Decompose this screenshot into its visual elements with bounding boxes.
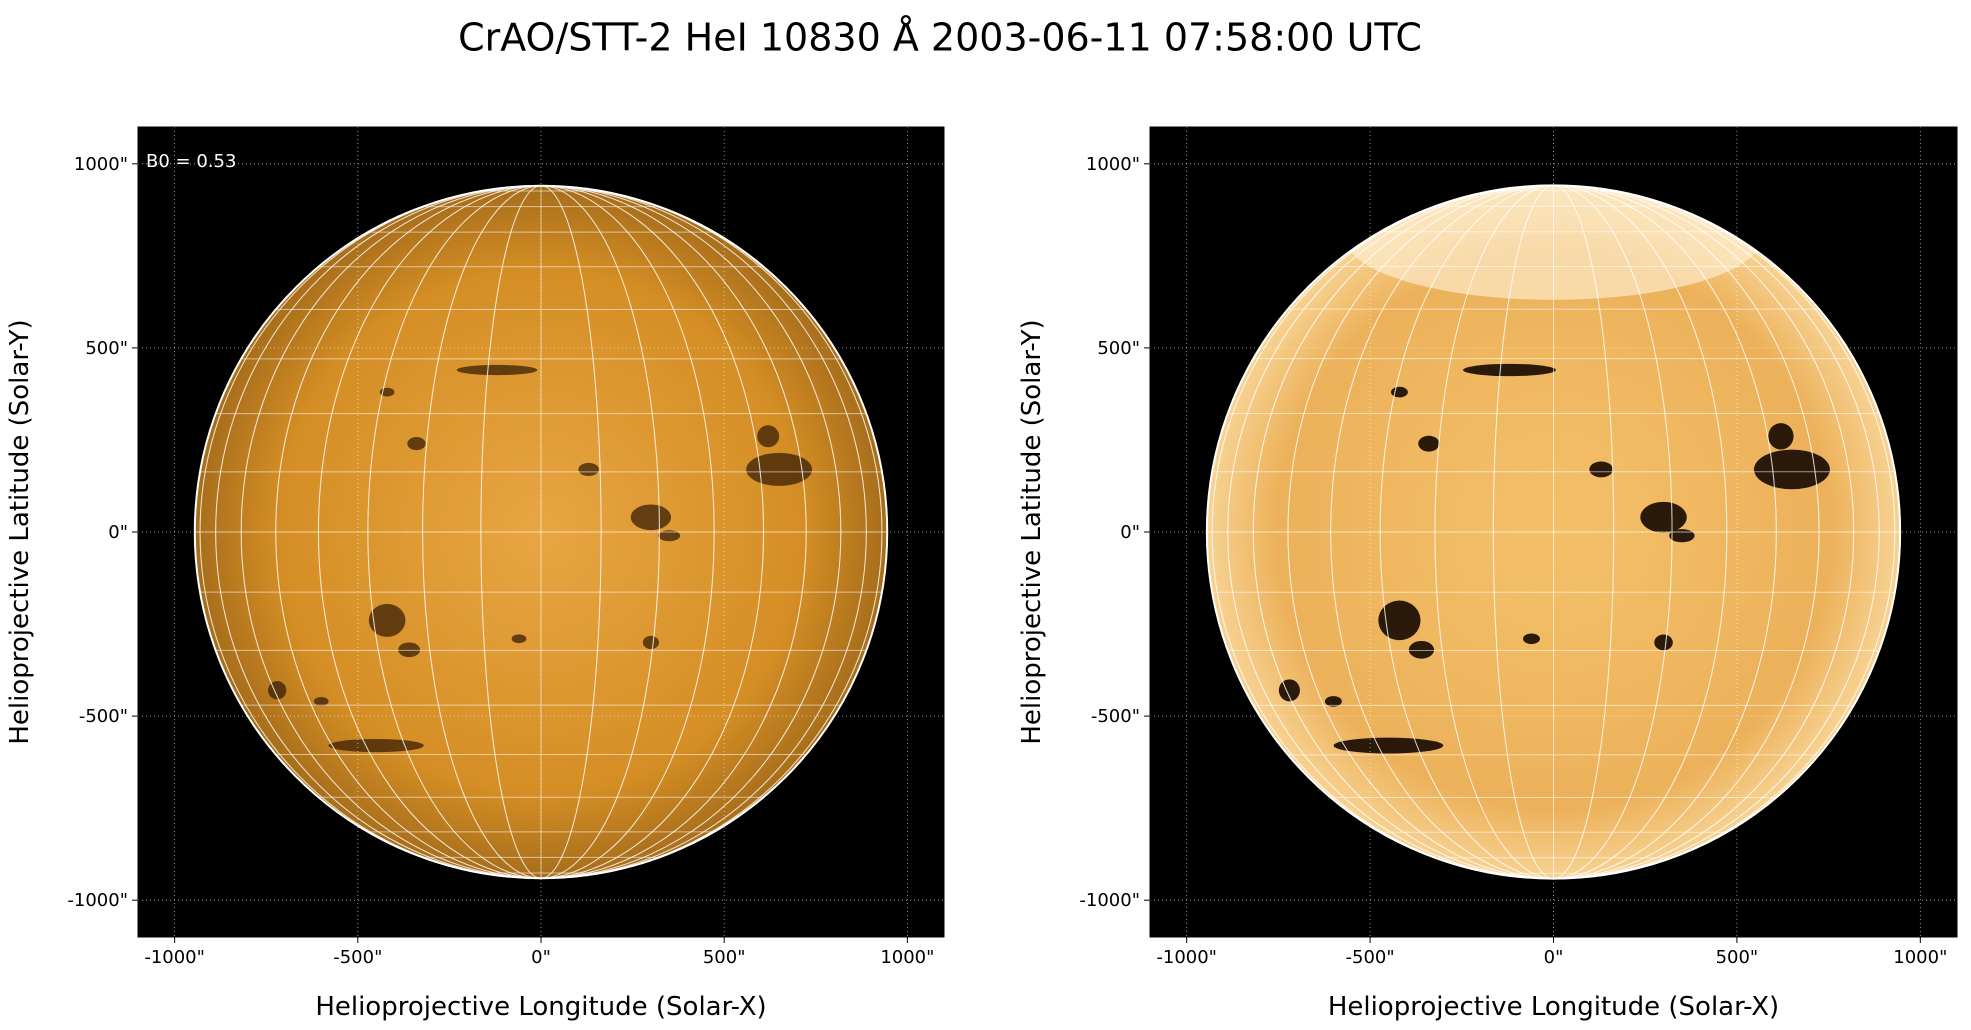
panel: -1000" -500" 0" 500" 1000" -1000" -500" 0" 500" 1… — [5, 126, 945, 1022]
panel: -1000" -500" 0" 500" 1000" -1000" -500" 0" 500" 1… — [1017, 126, 1958, 1022]
x-tick-label: -1000" — [144, 947, 205, 968]
longitude-line — [1252, 185, 1855, 879]
y-tick-label: 1000" — [74, 154, 128, 175]
y-tick-label: 0" — [108, 522, 128, 543]
filament — [407, 437, 426, 451]
plot-frame — [1149, 126, 1958, 938]
x-axis-label: Helioprojective Longitude (Solar-X) — [1328, 992, 1779, 1022]
filament — [313, 696, 329, 706]
filament — [1333, 737, 1444, 754]
y-tick-label: 500" — [85, 338, 128, 359]
filament — [578, 462, 599, 477]
filament — [456, 364, 538, 376]
x-tick-label: -500" — [333, 947, 382, 968]
longitude-line — [1227, 185, 1880, 879]
filament — [1418, 435, 1440, 452]
filament — [1463, 363, 1556, 377]
filament — [1640, 501, 1687, 533]
filament — [1768, 423, 1794, 450]
filament — [398, 642, 421, 658]
x-tick-label: 1000" — [880, 947, 934, 968]
x-tick-label: 500" — [1716, 947, 1759, 968]
y-tick-label: -1000" — [67, 890, 128, 911]
y-tick-label: -1000" — [1079, 890, 1140, 911]
longitude-line — [199, 185, 883, 879]
longitude-line — [1492, 185, 1615, 879]
x-tick-label: -500" — [1346, 947, 1395, 968]
filament — [1753, 449, 1830, 490]
filament — [746, 452, 813, 486]
filament — [1669, 529, 1695, 543]
filament — [328, 738, 424, 753]
y-axis-label: Helioprojective Latitude (Solar-Y) — [5, 319, 35, 744]
x-tick-label: -1000" — [1156, 947, 1217, 968]
longitude-line — [240, 185, 842, 879]
filament — [658, 530, 681, 542]
longitude-line — [480, 185, 602, 879]
filament — [368, 603, 406, 637]
y-axis-label: Helioprojective Latitude (Solar-Y) — [1017, 319, 1047, 744]
filament — [630, 504, 672, 531]
filament — [1390, 386, 1408, 398]
longitude-line — [1287, 185, 1820, 879]
x-axis-label: Helioprojective Longitude (Solar-X) — [315, 992, 766, 1022]
filament — [1523, 633, 1540, 645]
y-tick-label: -500" — [1091, 706, 1140, 727]
filament — [1408, 641, 1435, 659]
x-tick-label: 500" — [703, 947, 746, 968]
x-tick-label: 0" — [1544, 947, 1564, 968]
x-tick-label: 1000" — [1893, 947, 1947, 968]
filament — [1589, 461, 1613, 478]
filament — [1654, 634, 1673, 651]
y-tick-label: -500" — [79, 706, 128, 727]
filament — [511, 634, 527, 644]
filament — [642, 635, 659, 650]
filament — [1378, 600, 1421, 641]
y-tick-label: 500" — [1097, 338, 1140, 359]
y-tick-label: 1000" — [1086, 154, 1140, 175]
annotation: B0 = 0.53 — [146, 151, 236, 172]
plot-frame — [137, 126, 945, 938]
y-tick-label: 0" — [1120, 522, 1140, 543]
filament — [757, 425, 780, 448]
x-tick-label: 0" — [531, 947, 551, 968]
figure-title: CrAO/STT-2 HeI 10830 Å 2003-06-11 07:58:… — [458, 16, 1422, 60]
filament — [1324, 696, 1342, 707]
